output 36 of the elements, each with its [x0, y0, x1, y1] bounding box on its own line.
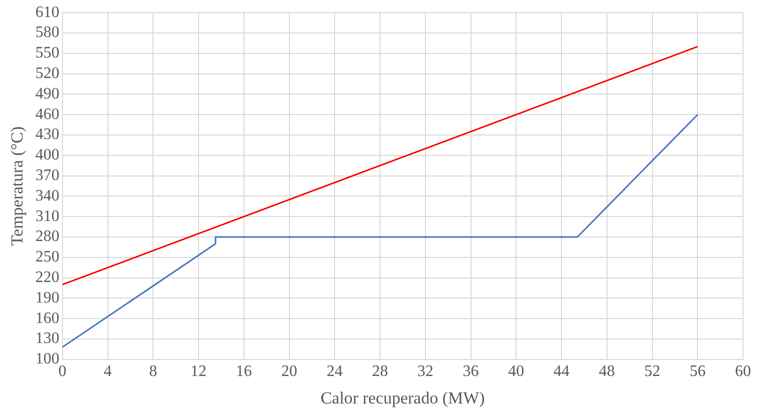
x-tick-label: 12 [190, 363, 207, 380]
y-tick-label: 430 [35, 126, 60, 144]
x-tick-label: 32 [417, 363, 434, 380]
x-axis-title: Calor recuperado (MW) [320, 388, 485, 408]
x-tick-label: 48 [598, 363, 615, 380]
y-tick-label: 280 [35, 228, 60, 246]
x-tick-label: 0 [58, 363, 66, 380]
x-tick-label: 60 [735, 363, 751, 380]
y-tick-label: 490 [35, 85, 60, 102]
x-tick-label: 8 [149, 363, 158, 380]
y-axis-title: Temperatura (°C) [8, 126, 27, 246]
y-tick-label: 340 [35, 187, 60, 204]
y-tick-label: 220 [35, 269, 60, 286]
y-tick-label: 400 [35, 146, 60, 164]
x-tick-label: 4 [104, 363, 112, 380]
y-tick-label: 310 [35, 208, 60, 225]
x-tick-label: 40 [508, 363, 524, 380]
y-tick-label: 130 [35, 330, 60, 348]
y-tick-label: 250 [35, 248, 60, 266]
y-tick-label: 100 [35, 350, 60, 368]
y-tick-label: 610 [35, 4, 60, 21]
x-tick-label: 56 [690, 363, 706, 380]
y-tick-label: 520 [35, 65, 60, 82]
y-tick-label: 160 [35, 310, 60, 327]
x-tick-label: 20 [281, 363, 298, 380]
x-tick-label: 28 [372, 363, 388, 380]
x-tick-label: 52 [644, 363, 660, 380]
x-tick-label: 44 [554, 363, 570, 380]
y-tick-label: 580 [35, 24, 60, 42]
x-tick-label: 16 [236, 363, 252, 380]
y-tick-label: 460 [35, 106, 60, 123]
y-tick-label: 190 [35, 289, 60, 306]
y-tick-label: 550 [35, 44, 60, 62]
x-tick-label: 24 [326, 363, 343, 380]
y-tick-label: 370 [35, 167, 60, 184]
x-tick-label: 36 [462, 363, 479, 380]
